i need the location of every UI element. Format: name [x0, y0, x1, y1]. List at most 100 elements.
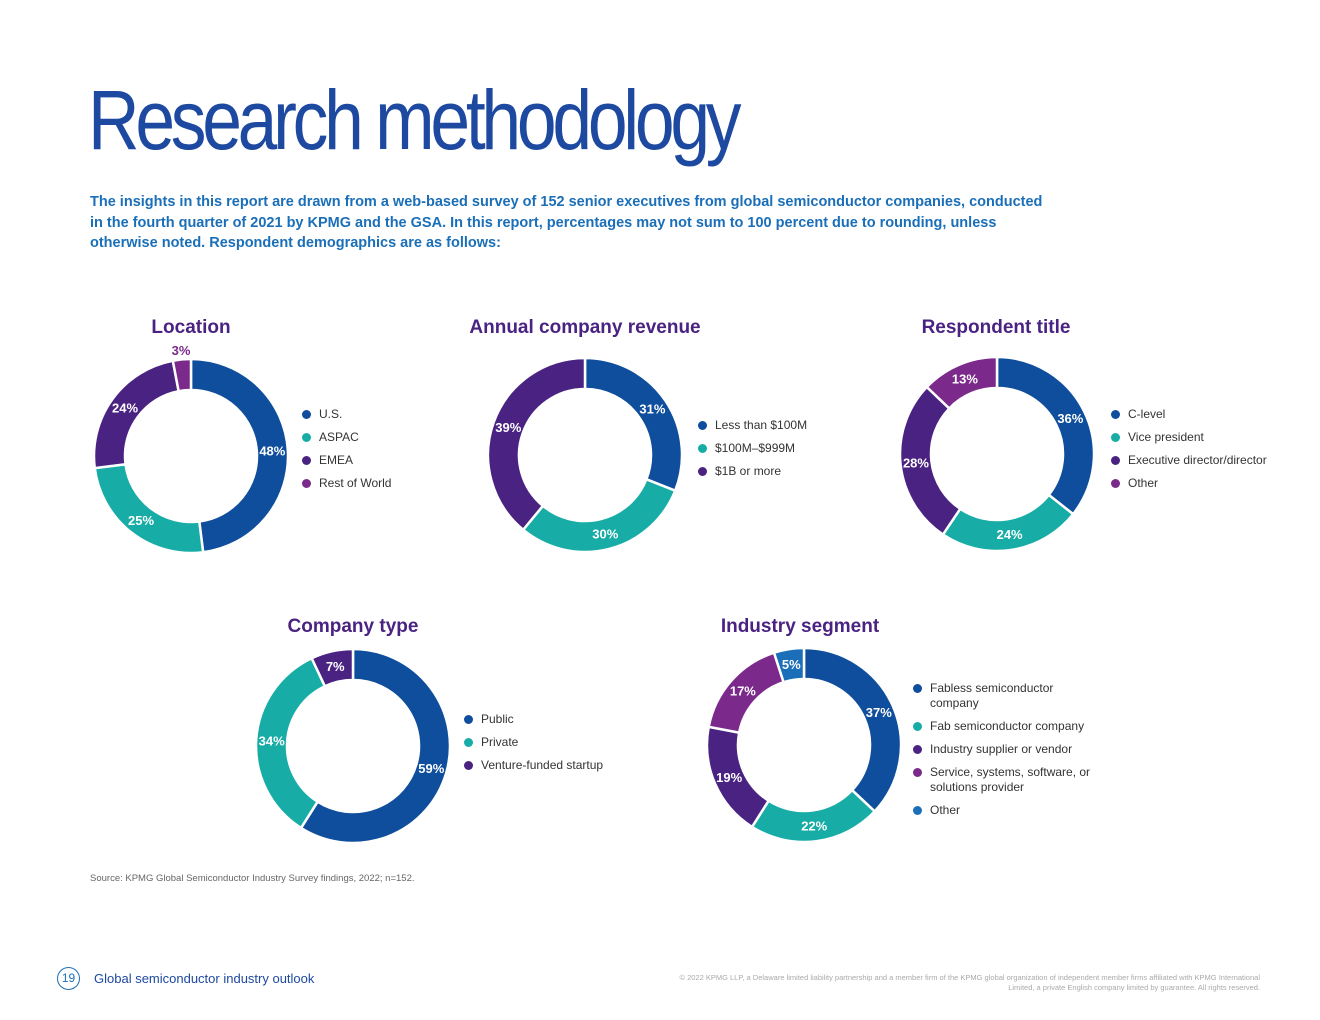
slice-percent-label: 13%: [952, 372, 978, 387]
legend-dot-icon: [913, 722, 922, 731]
slice-percent-label: 22%: [801, 818, 827, 833]
donut-slice: [254, 656, 327, 830]
slice-percent-label: 34%: [259, 733, 285, 748]
legend-label: U.S.: [319, 407, 343, 421]
legend-revenue: Less than $100M $100M–$999M $1B or more: [698, 418, 807, 487]
copyright-notice: © 2022 KPMG LLP, a Delaware limited liab…: [679, 973, 1260, 992]
donut-chart-revenue: 31% 30% 39%: [486, 356, 684, 554]
donut-slice: [941, 493, 1075, 553]
legend-label: Less than $100M: [715, 418, 808, 432]
donut-chart-industry: 37% 22% 19% 17% 5%: [705, 646, 903, 844]
chart-title-location: Location: [151, 317, 231, 338]
donut-chart-company-type: 59% 34% 7%: [254, 647, 452, 845]
legend-item: ASPAC: [302, 430, 391, 445]
legend-dot-icon: [698, 444, 707, 453]
legend-item: Executive director/director: [1111, 453, 1267, 468]
donut-slice: [925, 355, 999, 411]
legend-item: Other: [1111, 476, 1267, 491]
slice-percent-label: 5%: [782, 657, 801, 672]
footer-title: Global semiconductor industry outlook: [94, 971, 315, 986]
legend-dot-icon: [913, 768, 922, 777]
legend-dot-icon: [1111, 456, 1120, 465]
legend-item: Other: [913, 803, 1100, 818]
legend-dot-icon: [464, 738, 473, 747]
donut-slice: [93, 462, 205, 555]
legend-label: Fabless semiconductor company: [930, 681, 1054, 710]
legend-item: Private: [464, 735, 603, 750]
legend-dot-icon: [302, 410, 311, 419]
slice-percent-label: 24%: [997, 527, 1023, 542]
slice-percent-label: 19%: [716, 770, 742, 785]
legend-label: Executive director/director: [1128, 453, 1267, 467]
legend-item: C-level: [1111, 407, 1267, 422]
legend-label: Private: [481, 735, 519, 749]
legend-item: Fab semiconductor company: [913, 719, 1100, 734]
slice-percent-label: 28%: [903, 455, 929, 470]
donut-slice: [772, 646, 806, 684]
donut-slice: [486, 356, 587, 532]
legend-label: $100M–$999M: [715, 441, 796, 455]
legend-dot-icon: [1111, 479, 1120, 488]
slice-percent-label: 37%: [866, 705, 892, 720]
legend-label: Other: [930, 803, 961, 817]
legend-item: Rest of World: [302, 476, 391, 491]
legend-label: Public: [481, 712, 514, 726]
donut-slice: [995, 355, 1096, 516]
legend-label: EMEA: [319, 453, 354, 467]
donut-chart-respondent: 36% 24% 28% 13%: [898, 355, 1096, 553]
slice-percent-label: 39%: [495, 420, 521, 435]
slice-percent-label: 17%: [730, 684, 756, 699]
slice-percent-label: 30%: [592, 526, 618, 541]
legend-item: $1B or more: [698, 464, 807, 479]
legend-item: Public: [464, 712, 603, 727]
legend-label: Vice president: [1128, 430, 1204, 444]
legend-item: Less than $100M: [698, 418, 807, 433]
legend-dot-icon: [302, 433, 311, 442]
legend-label: Industry supplier or vendor: [930, 742, 1073, 756]
legend-label: Fab semiconductor company: [930, 719, 1085, 733]
legend-dot-icon: [913, 745, 922, 754]
legend-label: Service, systems, software, or solutions…: [930, 765, 1091, 794]
legend-dot-icon: [1111, 410, 1120, 419]
legend-dot-icon: [698, 421, 707, 430]
donut-slice: [750, 788, 877, 844]
legend-dot-icon: [698, 467, 707, 476]
legend-label: Venture-funded startup: [481, 758, 604, 772]
legend-respondent: C-level Vice president Executive director/…: [1111, 407, 1267, 499]
legend-label: $1B or more: [715, 464, 782, 478]
legend-dot-icon: [464, 715, 473, 724]
legend-item: Vice president: [1111, 430, 1267, 445]
donut-slice: [310, 647, 355, 688]
intro-paragraph: The insights in this report are drawn fr…: [90, 194, 1043, 251]
chart-title-revenue: Annual company revenue: [469, 317, 701, 338]
legend-dot-icon: [302, 479, 311, 488]
donut-slice: [189, 357, 290, 554]
legend-label: C-level: [1128, 407, 1166, 421]
slice-percent-label: 36%: [1057, 411, 1083, 426]
legend-item: Venture-funded startup: [464, 758, 603, 773]
legend-dot-icon: [913, 806, 922, 815]
slice-percent-label: 31%: [639, 402, 665, 417]
legend-label: Other: [1128, 476, 1159, 490]
legend-item: EMEA: [302, 453, 391, 468]
legend-item: U.S.: [302, 407, 391, 422]
slice-percent-label: 7%: [326, 659, 345, 674]
donut-slice: [583, 356, 684, 493]
legend-dot-icon: [302, 456, 311, 465]
legend-item: Service, systems, software, or solutions…: [913, 765, 1100, 795]
legend-label: Rest of World: [319, 476, 392, 490]
chart-title-industry: Industry segment: [720, 616, 880, 637]
legend-item: $100M–$999M: [698, 441, 807, 456]
page-number: 19: [57, 967, 80, 990]
legend-label: ASPAC: [319, 430, 359, 444]
legend-industry: Fabless semiconductor company Fab semicon…: [913, 681, 1100, 826]
legend-item: Industry supplier or vendor: [913, 742, 1100, 757]
page-title: Research methodology: [88, 73, 742, 167]
slice-percent-label: 59%: [418, 761, 444, 776]
slice-percent-label: 3%: [172, 343, 191, 358]
legend-dot-icon: [913, 684, 922, 693]
chart-title-company-type: Company type: [287, 616, 419, 637]
legend-dot-icon: [1111, 433, 1120, 442]
slice-percent-label: 24%: [112, 401, 138, 416]
slice-percent-label: 25%: [128, 513, 154, 528]
